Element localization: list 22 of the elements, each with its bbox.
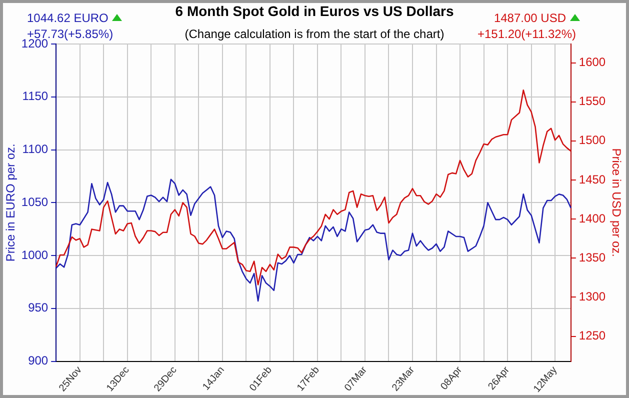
y-tick-label: 1150 [22,89,48,104]
y-tick-label: 900 [28,354,48,368]
text: 1487.00 USD [494,11,567,25]
text: +57.73(+5.85%) [27,27,114,41]
y-tick-label: 1050 [21,194,48,209]
chart-title: 6 Month Spot Gold in Euros vs US Dollars [175,3,454,19]
y2-tick-label: 1550 [578,94,606,108]
y2-tick-label: 1300 [578,290,606,304]
y-tick-label: 950 [28,300,48,315]
y-tick-label: 1100 [22,142,48,156]
text: 1044.62 EURO [27,11,110,25]
y-tick-label: 1000 [21,248,48,262]
y2-tick-label: 1350 [578,250,606,264]
y2-axis-title: Price in USD per oz. [609,148,624,257]
y2-tick-label: 1600 [578,55,606,70]
text: +151.20(+11.32%) [477,27,576,41]
y2-tick-label: 1450 [578,172,606,186]
y2-tick-label: 1400 [578,211,606,226]
y2-tick-label: 1250 [578,328,606,343]
chart-subtitle: (Change calculation is from the start of the chart) [184,27,444,41]
y-axis-title: Price in EURO per oz. [4,144,18,262]
y2-tick-label: 1500 [578,133,606,148]
